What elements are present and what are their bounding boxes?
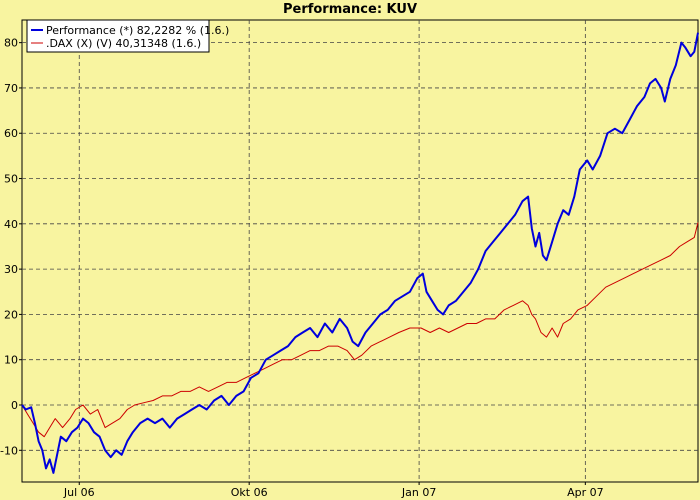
series-line-0 [21,32,699,474]
x-tick-label: Jan 07 [401,486,436,499]
legend-label: .DAX (X) (V) 40,31348 (1.6.) [46,37,201,50]
y-tick-label: 80 [4,37,18,50]
y-tick-label: 40 [4,218,18,231]
y-tick-label: 30 [4,263,18,276]
x-tick-label: Apr 07 [567,486,604,499]
y-tick-label: 50 [4,173,18,186]
legend-label: Performance (*) 82,2282 % (1.6.) [46,24,229,37]
y-tick-label: 20 [4,308,18,321]
x-tick-label: Jul 06 [63,486,95,499]
y-tick-label: 70 [4,82,18,95]
x-tick-label: Okt 06 [231,486,268,499]
y-tick-label: -10 [0,444,18,457]
y-tick-label: 0 [11,399,18,412]
plot-frame [21,19,699,483]
series-line-1 [21,222,699,438]
y-tick-label: 60 [4,127,18,140]
legend-box [26,19,210,53]
chart-title: Performance: KUV [282,2,418,17]
y-tick-label: 10 [4,354,18,367]
